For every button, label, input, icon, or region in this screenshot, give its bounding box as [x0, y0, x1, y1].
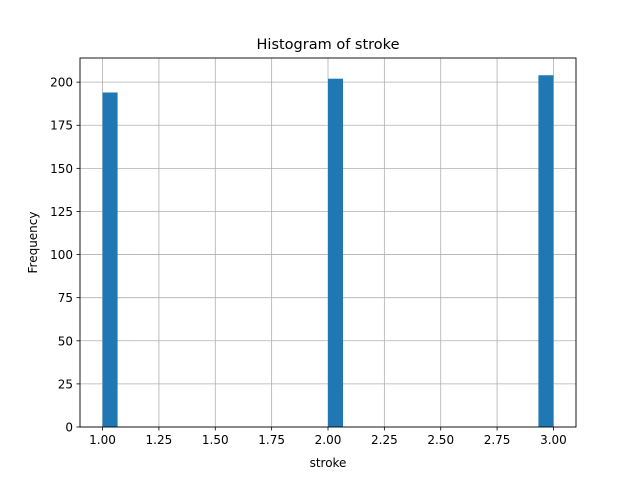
histogram-bars: [102, 75, 554, 428]
y-tick-label-5: 125: [50, 205, 73, 219]
x-tick-label-8: 3.00: [540, 433, 567, 447]
y-tick-label-0: 0: [65, 421, 73, 435]
x-tick-label-5: 2.25: [371, 433, 398, 447]
y-tick-label-7: 175: [50, 119, 73, 133]
chart-title: Histogram of stroke: [257, 37, 400, 53]
x-tick-label-4: 2.00: [315, 433, 342, 447]
histogram-bar-2: [328, 78, 344, 427]
y-tick-label-3: 75: [58, 291, 73, 305]
y-tick-label-2: 50: [58, 334, 73, 348]
x-tick-label-0: 1.00: [89, 433, 116, 447]
y-axis-label: Frequency: [26, 212, 40, 274]
x-tick-label-1: 1.25: [146, 433, 173, 447]
y-tick-label-6: 150: [50, 162, 73, 176]
x-tick-label-6: 2.50: [427, 433, 454, 447]
x-axis-ticks: 1.00 1.25 1.50 1.75 2.00 2.25 2.50 2.75 3.00: [89, 427, 567, 447]
x-tick-label-3: 1.75: [258, 433, 285, 447]
y-tick-label-1: 25: [58, 377, 73, 391]
x-axis-label: stroke: [310, 456, 347, 470]
x-tick-label-2: 1.50: [202, 433, 229, 447]
histogram-bar-3: [538, 75, 554, 428]
histogram-bar-0: [102, 92, 118, 427]
y-tick-label-8: 200: [50, 76, 73, 90]
x-tick-label-7: 2.75: [484, 433, 511, 447]
y-axis-ticks: 0 25 50 75 100 125 150 175 200: [50, 76, 80, 435]
y-tick-label-4: 100: [50, 248, 73, 262]
